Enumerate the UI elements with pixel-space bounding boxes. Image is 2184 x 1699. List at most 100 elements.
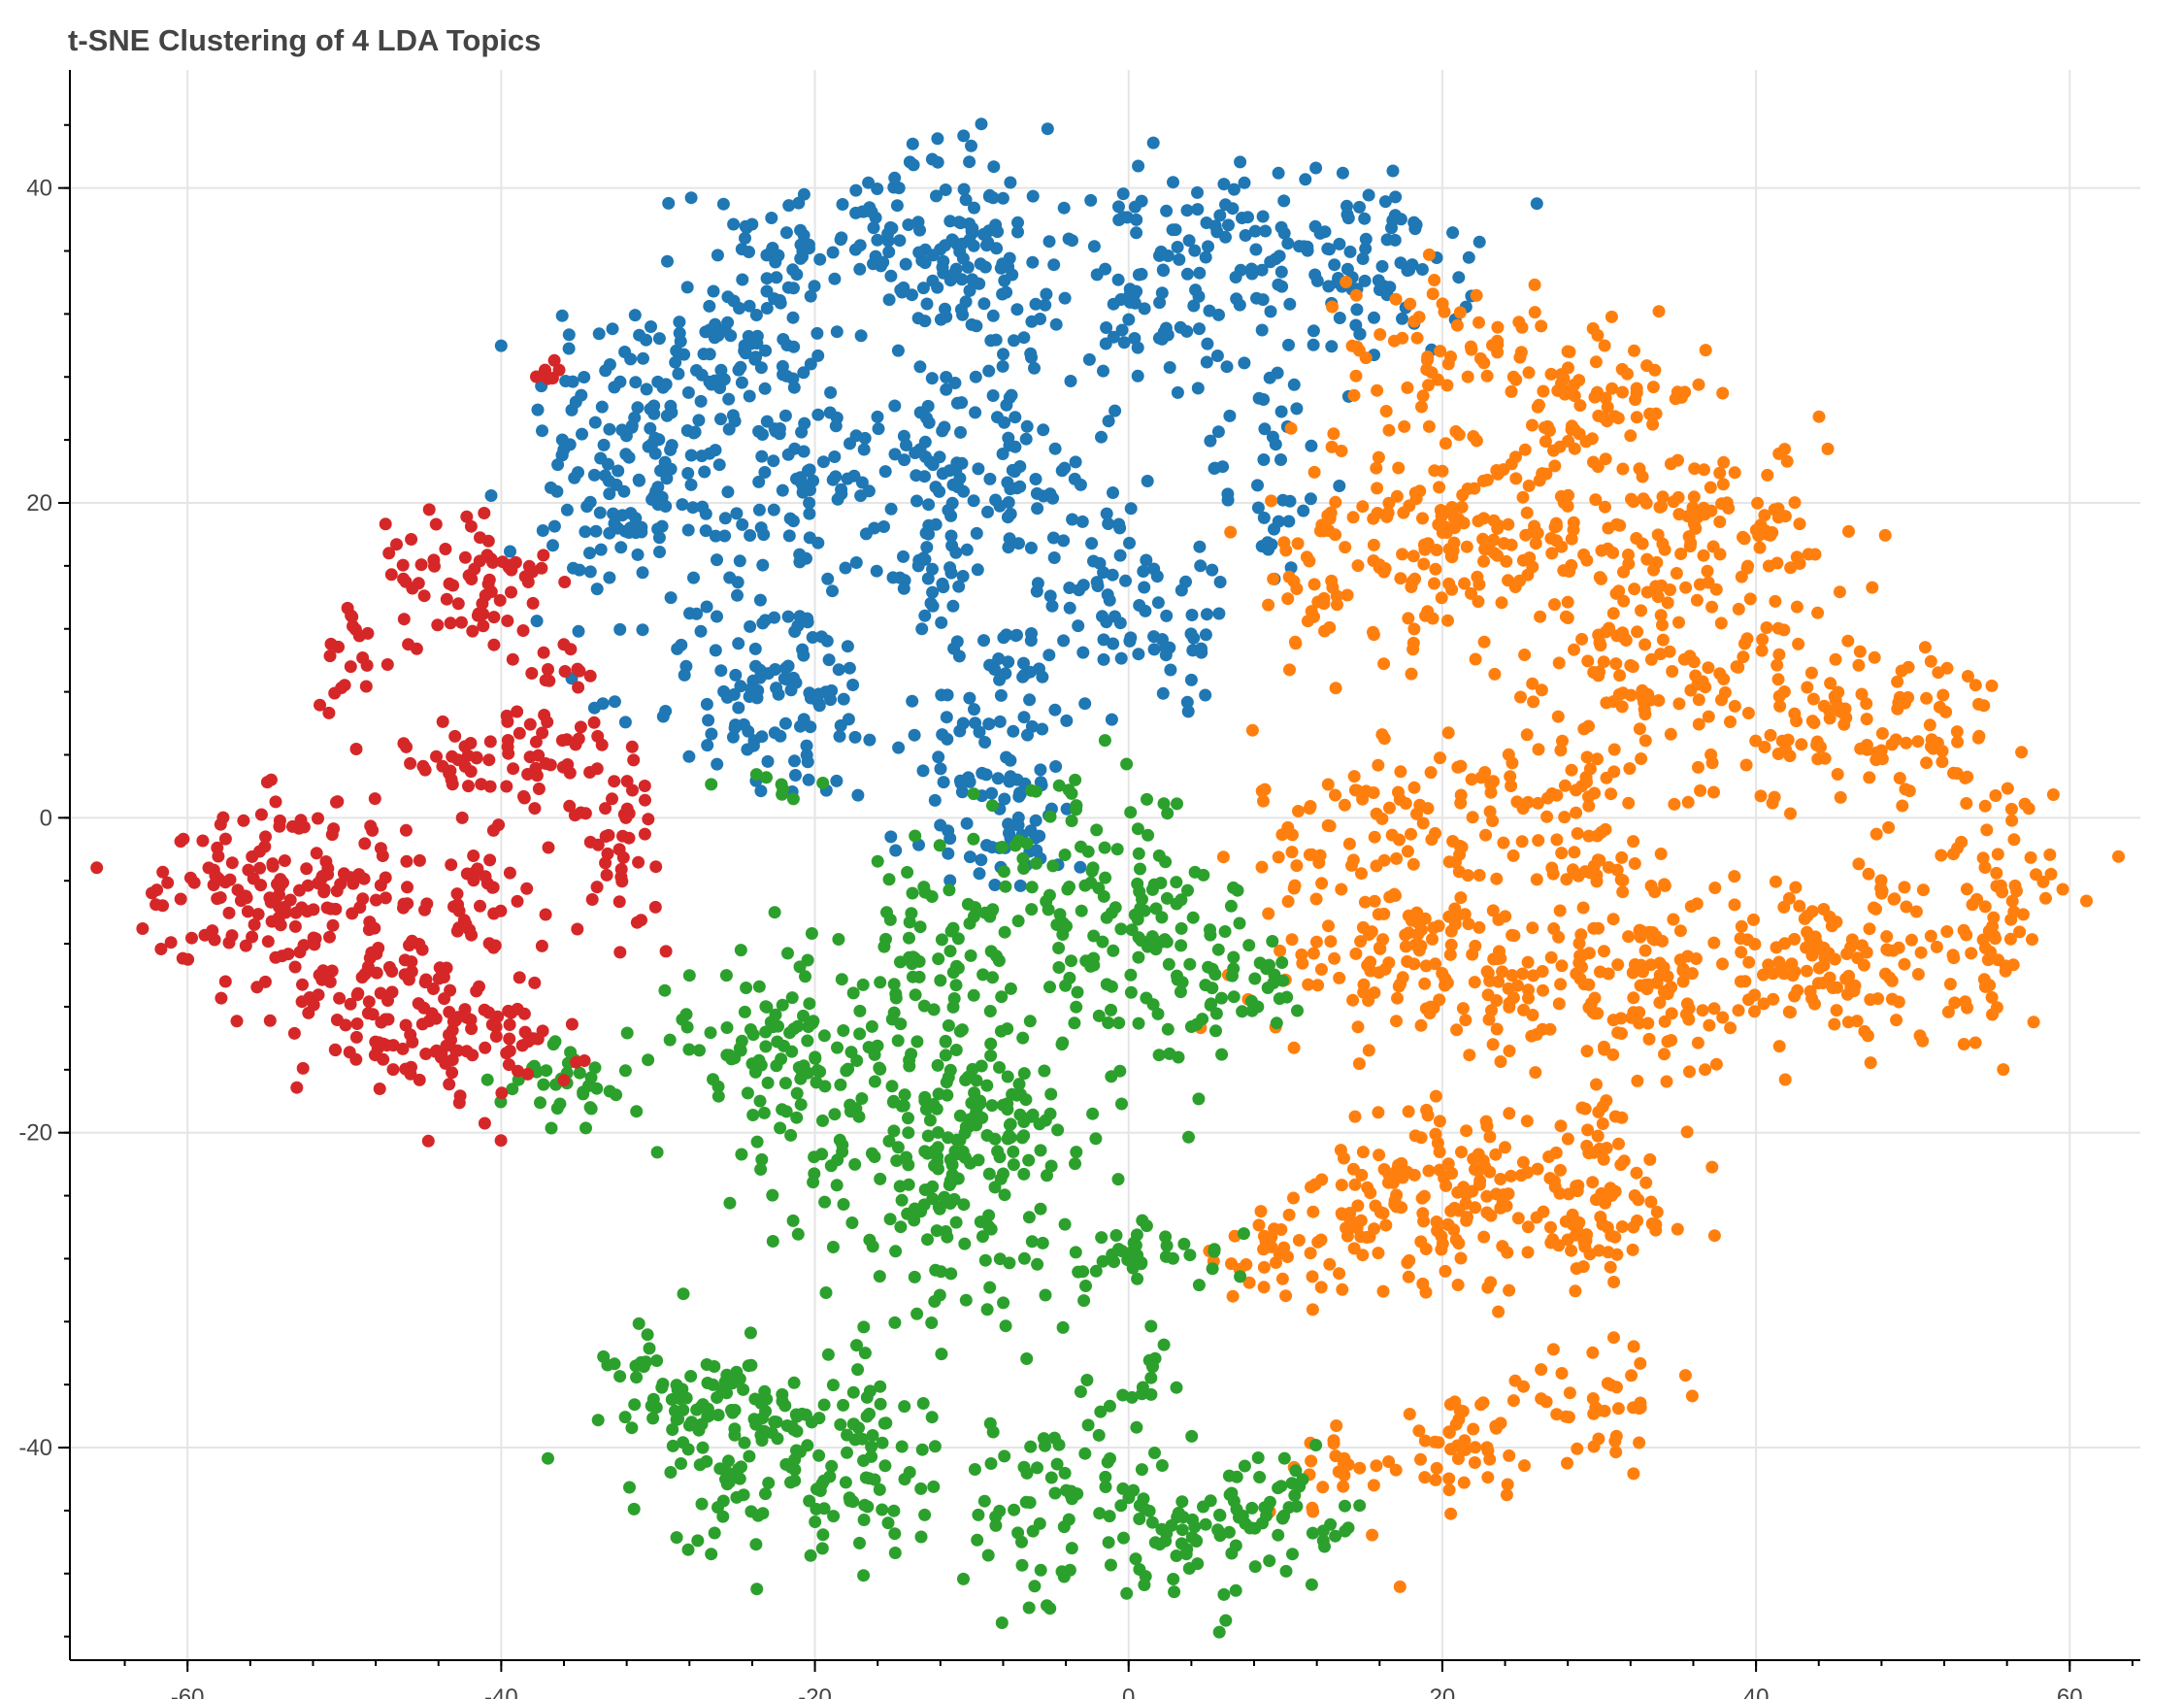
scatter-point — [1624, 688, 1638, 702]
scatter-point — [720, 690, 734, 704]
scatter-point — [548, 1035, 562, 1049]
scatter-point — [969, 370, 982, 383]
scatter-point — [1089, 1132, 1103, 1146]
scatter-point — [943, 883, 956, 897]
x-tick-label: 0 — [1122, 1684, 1135, 1699]
scatter-point — [1159, 1249, 1173, 1263]
scatter-point — [1069, 455, 1082, 469]
scatter-point — [702, 714, 715, 727]
scatter-point — [1277, 226, 1291, 240]
scatter-point — [1650, 976, 1664, 989]
scatter-point — [985, 1099, 999, 1113]
scatter-point — [1072, 619, 1085, 633]
scatter-point — [513, 971, 526, 984]
scatter-point — [871, 410, 884, 423]
scatter-point — [1006, 1087, 1019, 1101]
scatter-point — [1099, 1481, 1112, 1493]
scatter-point — [1023, 1015, 1037, 1028]
scatter-point — [1024, 347, 1038, 360]
scatter-point — [797, 1009, 810, 1022]
scatter-point — [1273, 992, 1286, 1006]
scatter-point — [1939, 705, 1953, 718]
scatter-point — [1368, 830, 1381, 844]
scatter-point — [1609, 1429, 1623, 1443]
scatter-point — [937, 776, 950, 789]
scatter-point — [615, 423, 629, 437]
scatter-point — [386, 1039, 400, 1052]
scatter-point — [1680, 1125, 1694, 1139]
scatter-point — [698, 465, 711, 479]
scatter-point — [963, 916, 976, 930]
scatter-point — [1019, 432, 1033, 446]
scatter-point — [882, 293, 896, 307]
scatter-point — [1870, 902, 1882, 916]
scatter-point — [734, 944, 747, 957]
scatter-point — [888, 399, 902, 413]
scatter-point — [1784, 807, 1797, 820]
scatter-point — [1737, 532, 1751, 546]
scatter-point — [312, 812, 324, 825]
scatter-point — [1013, 879, 1027, 892]
scatter-point — [1042, 903, 1055, 916]
scatter-point — [1009, 629, 1023, 643]
scatter-point — [712, 458, 726, 472]
scatter-point — [959, 193, 973, 207]
scatter-point — [1028, 1580, 1042, 1593]
scatter-point — [1338, 1151, 1350, 1165]
scatter-point — [1414, 1018, 1428, 1032]
scatter-point — [1492, 1305, 1506, 1318]
scatter-point — [1530, 1211, 1543, 1224]
scatter-point — [343, 1046, 356, 1059]
scatter-point — [942, 1071, 955, 1084]
scatter-point — [1159, 855, 1173, 869]
scatter-point — [1829, 652, 1842, 666]
scatter-point — [1114, 651, 1128, 665]
scatter-point — [824, 385, 838, 399]
scatter-point — [506, 652, 519, 666]
scatter-point — [1142, 828, 1155, 842]
scatter-point — [760, 302, 774, 315]
scatter-point — [1667, 913, 1680, 926]
scatter-point — [1557, 496, 1571, 510]
scatter-point — [338, 679, 351, 692]
scatter-point — [1004, 753, 1017, 767]
scatter-point — [1003, 1256, 1016, 1270]
scatter-point — [1638, 944, 1652, 957]
scatter-point — [573, 1066, 586, 1080]
scatter-point — [464, 765, 478, 779]
scatter-point — [1627, 1340, 1640, 1353]
scatter-point — [942, 504, 955, 516]
scatter-point — [1421, 350, 1435, 364]
scatter-point — [1206, 563, 1219, 577]
scatter-point — [1630, 1166, 1643, 1180]
scatter-point — [1862, 867, 1875, 881]
scatter-point — [1268, 522, 1280, 536]
scatter-point — [1621, 367, 1634, 381]
scatter-point — [1410, 331, 1424, 345]
scatter-point — [1633, 1436, 1646, 1449]
scatter-point — [164, 936, 178, 949]
scatter-point — [898, 1400, 911, 1414]
scatter-point — [940, 371, 953, 383]
scatter-point — [711, 1391, 724, 1404]
scatter-point — [730, 1490, 744, 1504]
scatter-point — [1631, 1074, 1644, 1087]
scatter-point — [1356, 1146, 1370, 1159]
scatter-point — [1772, 1040, 1786, 1053]
scatter-point — [1465, 773, 1478, 786]
scatter-point — [247, 872, 260, 885]
scatter-point — [1601, 542, 1614, 555]
scatter-point — [1520, 1115, 1534, 1128]
scatter-point — [1491, 518, 1505, 532]
scatter-point — [352, 868, 366, 882]
scatter-point — [401, 881, 414, 894]
scatter-point — [877, 520, 890, 533]
scatter-point — [806, 631, 819, 644]
scatter-point — [290, 1081, 304, 1094]
scatter-point — [696, 1441, 710, 1454]
scatter-point — [207, 879, 220, 891]
scatter-point — [969, 406, 982, 419]
x-tick-label: -60 — [171, 1684, 205, 1699]
scatter-point — [1406, 575, 1420, 587]
